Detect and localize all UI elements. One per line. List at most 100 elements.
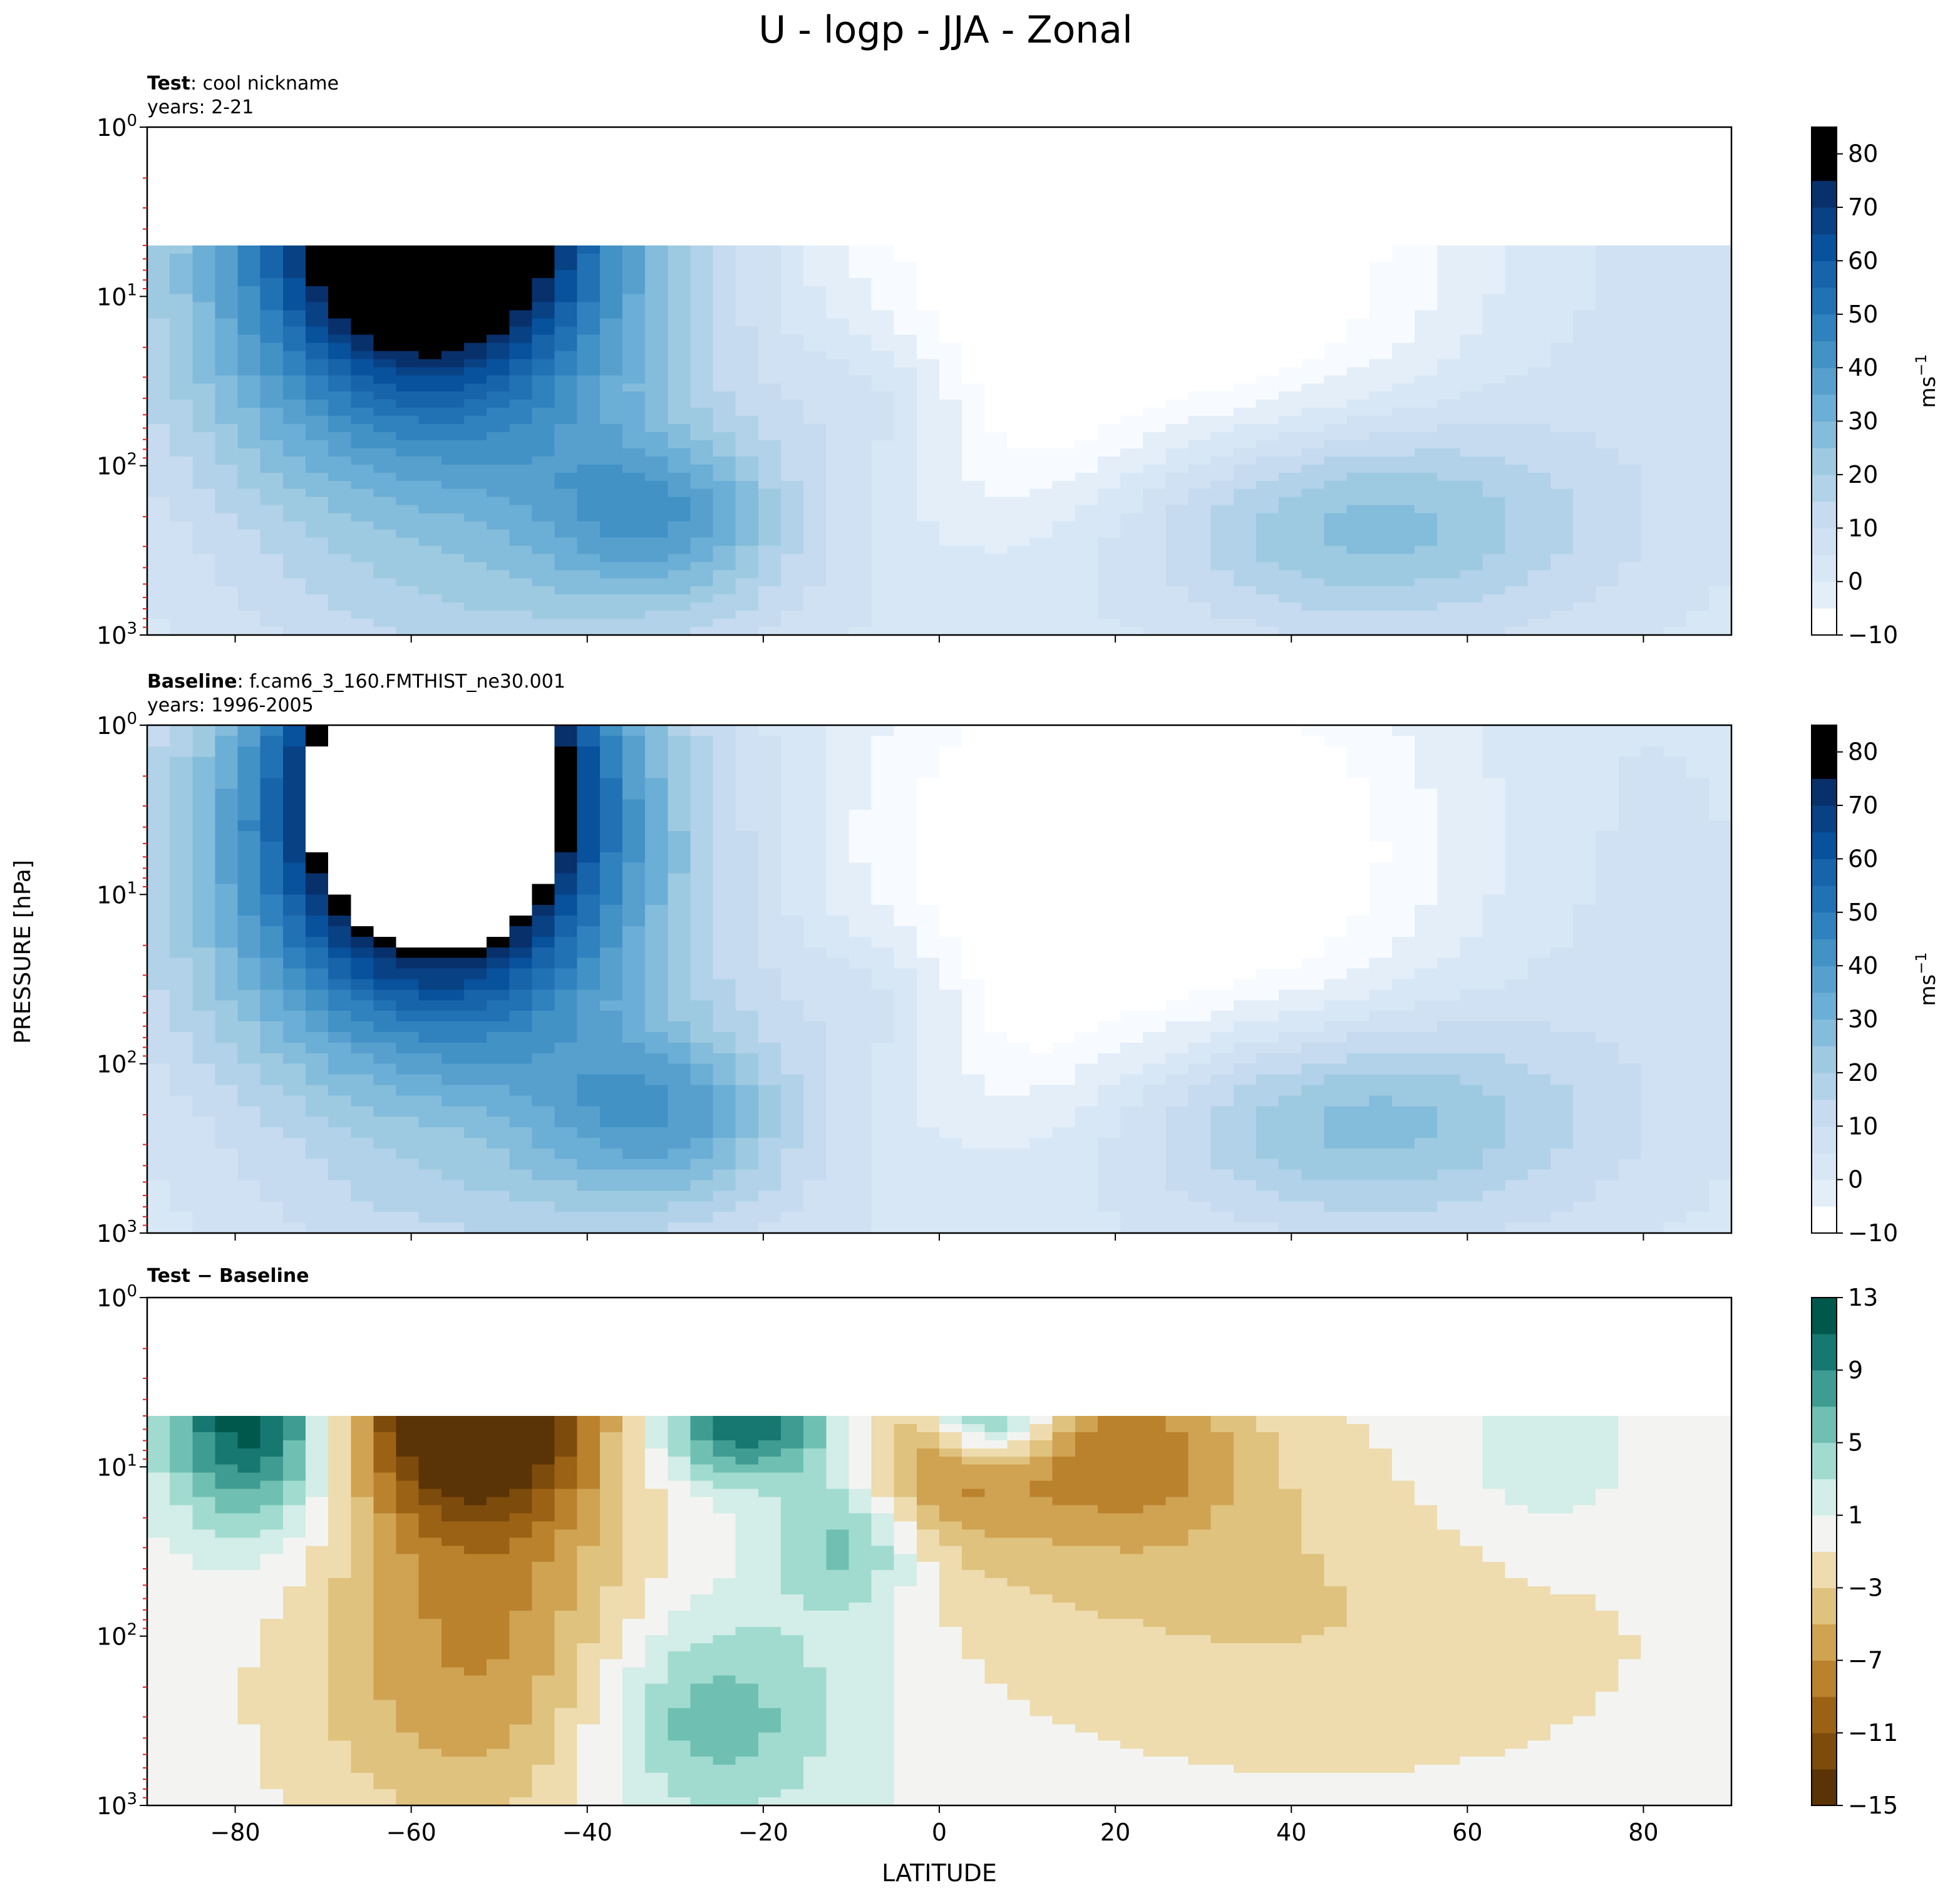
contour-cell — [464, 408, 487, 416]
colorbar-segment — [1812, 261, 1837, 288]
contour-cell — [441, 261, 465, 271]
contour-cell — [260, 788, 284, 800]
contour-cell — [962, 936, 985, 948]
contour-cell — [1210, 936, 1234, 948]
contour-cell — [781, 294, 804, 303]
contour-cell — [1188, 351, 1212, 360]
contour-cell — [1279, 570, 1302, 579]
contour-cell — [622, 554, 646, 563]
contour-cell — [1505, 735, 1529, 747]
colorbar-units: ms−1 — [1912, 354, 1941, 408]
contour-cell — [1573, 545, 1596, 555]
contour-cell — [373, 505, 397, 514]
contour-cell — [328, 302, 351, 311]
contour-cell — [441, 554, 465, 563]
contour-cell — [1527, 424, 1551, 433]
contour-cell — [622, 926, 646, 937]
contour-cell — [532, 767, 555, 779]
contour-cell — [848, 756, 872, 768]
contour-cell — [1641, 820, 1664, 832]
contour-cell — [690, 408, 714, 416]
contour-cell — [735, 545, 759, 555]
contour-cell — [1618, 570, 1642, 579]
contour-cell — [532, 440, 555, 449]
contour-cell — [713, 905, 736, 916]
contour-cell — [1482, 416, 1506, 425]
contour-cell — [939, 464, 962, 473]
contour-cell — [1165, 277, 1189, 287]
contour-cell — [1686, 400, 1710, 408]
contour-cell — [170, 513, 193, 522]
contour-cell — [1029, 905, 1053, 916]
contour-cell — [373, 756, 397, 768]
contour-cell — [282, 269, 306, 279]
contour-cell — [418, 448, 442, 457]
contour-cell — [1641, 326, 1664, 336]
contour-cell — [1415, 334, 1438, 344]
contour-cell — [554, 841, 578, 853]
contour-cell — [871, 269, 895, 279]
contour-cell — [758, 627, 781, 636]
contour-cell — [622, 521, 646, 530]
contour-cell — [1708, 537, 1732, 547]
contour-cell — [668, 947, 691, 959]
contour-cell — [735, 343, 759, 352]
contour-cell — [1618, 245, 1642, 254]
contour-cell — [351, 277, 374, 287]
contour-cell — [1437, 852, 1460, 864]
contour-cell — [237, 862, 261, 874]
contour-cell — [894, 602, 917, 611]
contour-cell — [1596, 884, 1619, 896]
contour-cell — [599, 408, 623, 416]
contour-cell — [735, 735, 759, 747]
contour-cell — [577, 947, 601, 959]
contour-cell — [826, 408, 850, 416]
contour-cell — [1301, 537, 1325, 547]
contour-cell — [1505, 318, 1529, 328]
contour-cell — [735, 391, 759, 400]
contour-cell — [713, 562, 736, 571]
contour-cell — [328, 947, 351, 959]
contour-cell — [1573, 529, 1596, 539]
contour-cell — [328, 611, 351, 619]
contour-cell — [215, 277, 239, 287]
contour-cell — [351, 480, 374, 490]
contour-cell — [1143, 873, 1167, 885]
contour-cell — [1007, 294, 1031, 303]
contour-cell — [645, 746, 668, 758]
contour-cell — [282, 505, 306, 514]
contour-cell — [328, 562, 351, 571]
contour-cell — [1256, 619, 1279, 627]
contour-cell — [713, 464, 736, 473]
contour-cell — [1052, 735, 1076, 747]
contour-cell — [803, 873, 827, 885]
contour-cell — [1052, 359, 1076, 368]
contour-cell — [532, 488, 555, 498]
contour-cell — [1346, 261, 1370, 271]
contour-cell — [532, 464, 555, 473]
contour-cell — [1505, 424, 1529, 433]
contour-cell — [282, 497, 306, 506]
contour-cell — [1346, 947, 1370, 959]
contour-cell — [554, 326, 578, 336]
contour-cell — [1573, 926, 1596, 937]
contour-cell — [1686, 375, 1710, 385]
contour-cell — [916, 570, 940, 579]
contour-cell — [599, 261, 623, 271]
contour-cell — [848, 440, 872, 449]
contour-cell — [260, 277, 284, 287]
y-tick-label: 101 — [96, 281, 137, 311]
contour-cell — [509, 359, 533, 368]
contour-cell — [826, 756, 850, 768]
contour-cell — [532, 286, 555, 295]
contour-cell — [1324, 554, 1348, 563]
contour-cell — [418, 253, 442, 262]
contour-cell — [554, 916, 578, 927]
contour-cell — [237, 432, 261, 441]
contour-cell — [1596, 862, 1619, 874]
contour-cell — [509, 351, 533, 360]
contour-cell — [1029, 778, 1053, 790]
contour-cell — [1007, 269, 1031, 279]
contour-cell — [916, 391, 940, 400]
contour-cell — [826, 310, 850, 319]
